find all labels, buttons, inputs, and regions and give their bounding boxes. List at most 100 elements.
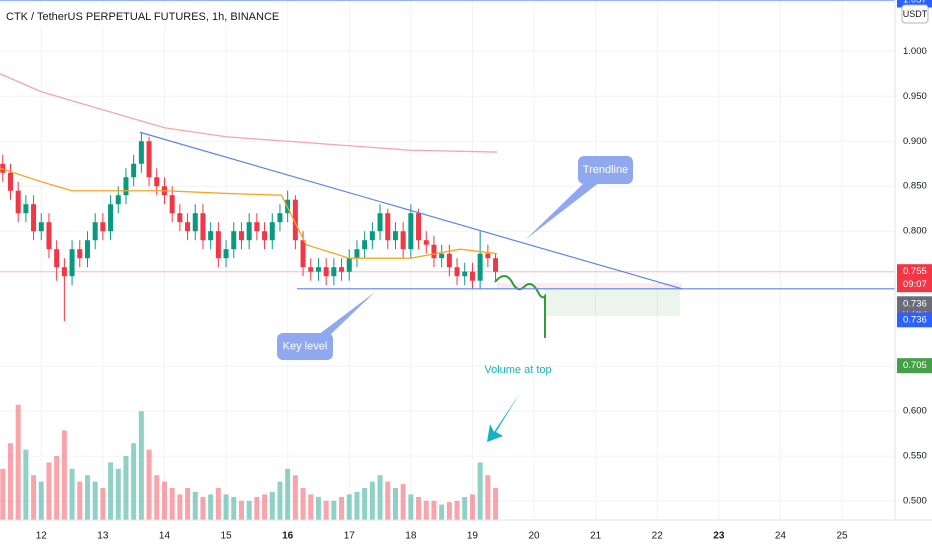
candle-body (246, 222, 252, 241)
volume-bar (362, 488, 368, 520)
volume-bar (439, 504, 445, 520)
candle-body (208, 231, 214, 241)
price-label: 0.705 (903, 360, 927, 371)
volume-bar (146, 449, 152, 520)
candle-body (23, 204, 29, 214)
x-tick-label: 15 (220, 531, 232, 542)
candle-body (115, 195, 121, 205)
currency: USDT (903, 9, 928, 19)
candle-body (431, 244, 437, 259)
candle-body (315, 267, 321, 272)
volume-bar (46, 462, 52, 520)
volume-bar (477, 462, 483, 520)
candle-body (339, 267, 345, 272)
risk-zone (497, 283, 682, 289)
price-axis: 1.0000.9500.9000.8500.8000.6500.6000.550… (36, 0, 932, 542)
volume-bar (0, 468, 6, 520)
candle-body (400, 231, 406, 250)
candle-body (146, 141, 152, 178)
volume-bar (123, 456, 129, 520)
volume-bar (23, 449, 29, 520)
candle-body (262, 231, 268, 241)
candle-body (493, 258, 499, 272)
volume-bar (339, 496, 345, 520)
candle-body (46, 222, 52, 250)
callout-pointer (318, 292, 375, 335)
volume-bar (431, 500, 437, 520)
candle-body (323, 267, 329, 277)
price-label: 0.736 (903, 314, 927, 325)
candle-body (446, 253, 452, 268)
volume-bar (254, 496, 260, 520)
volume-bar (377, 475, 383, 520)
price-label-box (897, 0, 932, 8)
x-tick-label: 20 (528, 531, 540, 542)
candle-body (54, 249, 60, 268)
volume-bar (269, 491, 275, 520)
marks (0, 132, 499, 520)
candle-body (169, 195, 175, 214)
volume-bar (177, 494, 183, 520)
volume-bar (292, 475, 298, 520)
volume-bar (323, 500, 329, 520)
volume-bar (100, 488, 106, 520)
volume-bar (185, 488, 191, 520)
x-tick-label: 17 (344, 531, 356, 542)
candle-body (477, 253, 483, 281)
volume-bar (208, 494, 214, 520)
annotation: Key level (283, 340, 328, 352)
candle-body (200, 213, 206, 241)
y-tick-label: 0.500 (903, 496, 927, 507)
candle-body (254, 222, 260, 232)
x-tick-label: 23 (713, 531, 725, 542)
x-tick-label: 24 (775, 531, 787, 542)
countdown: 09:07 (903, 279, 927, 290)
volume-bar (423, 500, 429, 520)
volume-bar (61, 430, 67, 520)
volume-bar (138, 411, 144, 520)
candle-body (423, 240, 429, 245)
volume-bar (200, 496, 206, 520)
volume-bar (7, 443, 13, 520)
volume-bar (400, 484, 406, 520)
volume-bar (493, 488, 499, 520)
y-tick-label: 0.550 (903, 451, 927, 462)
volume-bar (392, 488, 398, 520)
volume-bar (38, 481, 44, 520)
volume-bar (231, 496, 237, 520)
volume-bar (169, 488, 175, 520)
candle-body (108, 204, 114, 232)
volume-bar (54, 456, 60, 520)
y-tick-label: 0.850 (903, 181, 927, 192)
volume-bar (262, 494, 268, 520)
volume-bar (192, 491, 198, 520)
volume-bar (354, 491, 360, 520)
candle-body (7, 172, 13, 191)
candle-body (192, 213, 198, 232)
x-tick-label: 19 (467, 531, 479, 542)
candle-body (38, 222, 44, 232)
candle-body (362, 240, 368, 250)
volume-bar (84, 475, 90, 520)
volume-bar (308, 494, 314, 520)
price-label-box (897, 296, 932, 312)
callout-box (277, 333, 333, 360)
volume-bar (223, 494, 229, 520)
candle-body (185, 222, 191, 232)
annotation-arrow (487, 393, 520, 442)
volume-bar (115, 468, 121, 520)
volume-bar (454, 500, 460, 520)
volume-bar (92, 481, 98, 520)
candle-body (100, 222, 106, 232)
candle-body (439, 253, 445, 259)
price-label-box (897, 312, 932, 328)
candle-body (138, 141, 144, 164)
candle-body (131, 163, 137, 178)
y-tick-label: 0.950 (903, 91, 927, 102)
moving-average (0, 73, 498, 153)
candle-body (0, 163, 6, 173)
x-tick-label: 18 (405, 531, 417, 542)
candle-body (231, 231, 237, 250)
callout-box (578, 156, 633, 184)
